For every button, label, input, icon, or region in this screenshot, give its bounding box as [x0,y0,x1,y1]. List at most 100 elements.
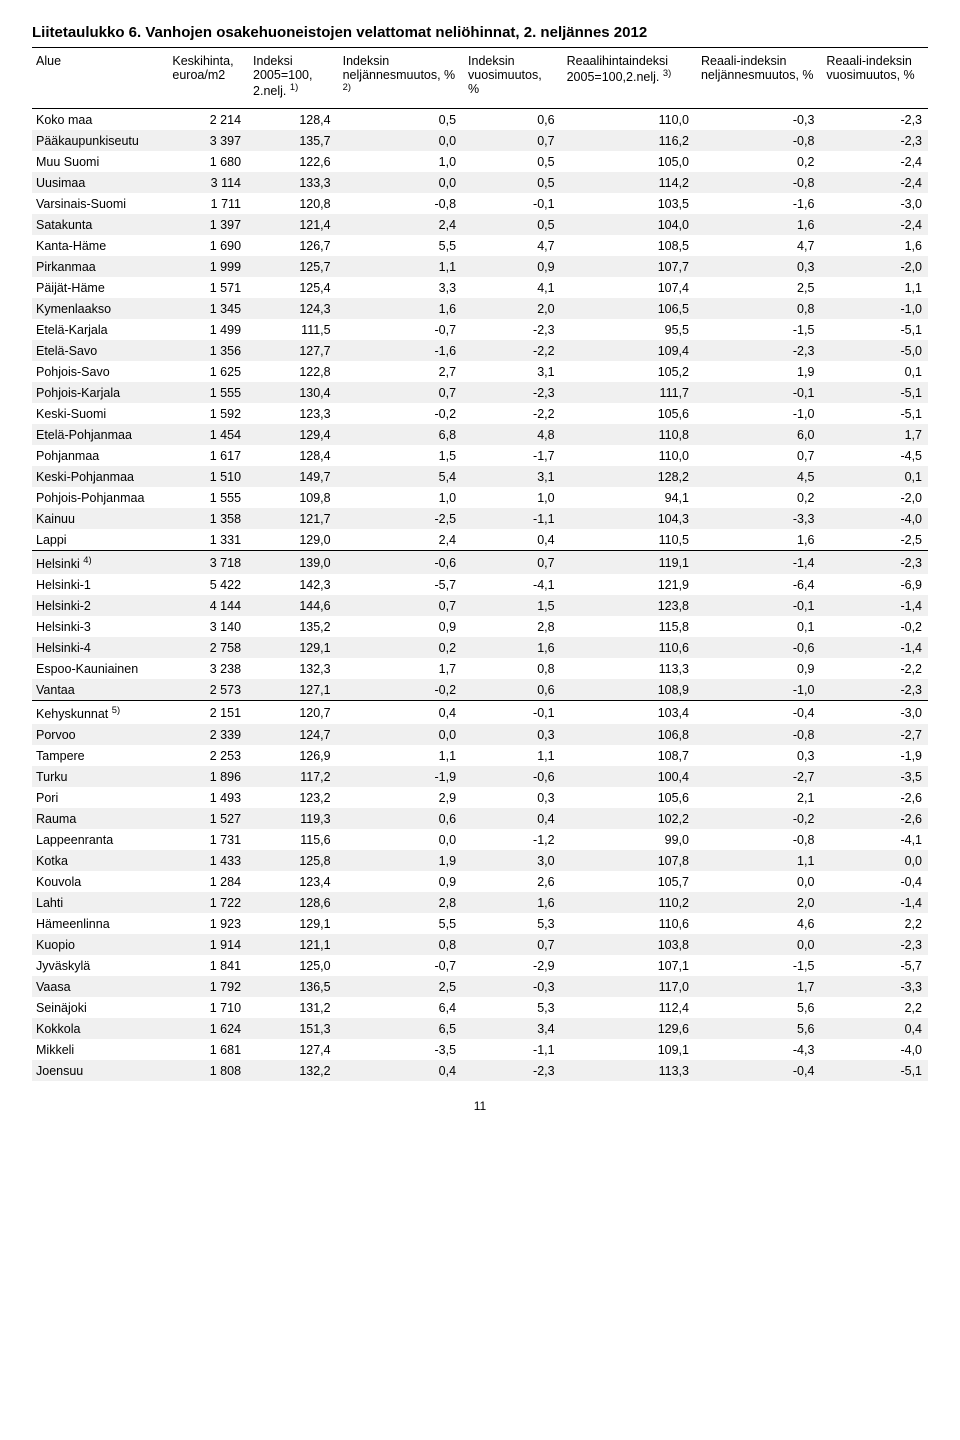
table-row: Kotka1 433125,81,93,0107,81,10,0 [32,850,928,871]
value-cell: -3,0 [820,193,928,214]
value-cell: 1,9 [337,850,462,871]
value-cell: 1 923 [166,913,247,934]
table-row: Muu Suomi1 680122,61,00,5105,00,2-2,4 [32,151,928,172]
value-cell: 123,2 [247,787,337,808]
value-cell: -2,0 [820,256,928,277]
value-cell: 1,1 [337,256,462,277]
value-cell: -3,3 [820,976,928,997]
value-cell: 0,3 [462,787,561,808]
value-cell: 124,7 [247,724,337,745]
value-cell: 1 433 [166,850,247,871]
area-cell: Helsinki-1 [32,574,166,595]
value-cell: 129,6 [561,1018,695,1039]
value-cell: 106,8 [561,724,695,745]
value-cell: 103,8 [561,934,695,955]
value-cell: 1 731 [166,829,247,850]
value-cell: -2,3 [462,382,561,403]
value-cell: 1 592 [166,403,247,424]
value-cell: -2,4 [820,214,928,235]
value-cell: 0,4 [337,701,462,725]
value-cell: 1,1 [462,745,561,766]
value-cell: 107,4 [561,277,695,298]
value-cell: -0,2 [820,616,928,637]
value-cell: 121,1 [247,934,337,955]
value-cell: 0,5 [337,109,462,131]
value-cell: -1,0 [820,298,928,319]
value-cell: -1,9 [820,745,928,766]
value-cell: 104,3 [561,508,695,529]
value-cell: -0,1 [695,382,820,403]
table-row: Lappeenranta1 731115,60,0-1,299,0-0,8-4,… [32,829,928,850]
value-cell: 135,2 [247,616,337,637]
table-row: Jyväskylä1 841125,0-0,7-2,9107,1-1,5-5,7 [32,955,928,976]
value-cell: 100,4 [561,766,695,787]
area-cell: Joensuu [32,1060,166,1081]
value-cell: -3,5 [337,1039,462,1060]
area-cell: Rauma [32,808,166,829]
value-cell: -2,3 [820,934,928,955]
table-row: Pohjois-Pohjanmaa1 555109,81,01,094,10,2… [32,487,928,508]
area-cell: Hämeenlinna [32,913,166,934]
value-cell: -0,2 [337,679,462,701]
value-cell: -2,3 [820,109,928,131]
value-cell: 1 555 [166,487,247,508]
value-cell: 1 493 [166,787,247,808]
value-cell: -0,6 [337,551,462,575]
value-cell: 1 345 [166,298,247,319]
value-cell: 132,2 [247,1060,337,1081]
value-cell: -5,0 [820,340,928,361]
value-cell: 5,3 [462,913,561,934]
value-cell: 4,1 [462,277,561,298]
value-cell: -5,1 [820,403,928,424]
value-cell: 1 680 [166,151,247,172]
value-cell: 1 624 [166,1018,247,1039]
value-cell: 132,3 [247,658,337,679]
value-cell: 115,8 [561,616,695,637]
value-cell: 0,3 [462,724,561,745]
value-cell: 2 758 [166,637,247,658]
value-cell: 113,3 [561,658,695,679]
value-cell: 1,9 [695,361,820,382]
area-cell: Vaasa [32,976,166,997]
value-cell: 3 114 [166,172,247,193]
value-cell: 4 144 [166,595,247,616]
value-cell: 130,4 [247,382,337,403]
value-cell: 128,4 [247,445,337,466]
area-cell: Pääkaupunkiseutu [32,130,166,151]
column-header: Reaali-indeksin neljännesmuutos, % [695,48,820,109]
value-cell: 0,3 [695,256,820,277]
table-row: Pori1 493123,22,90,3105,62,1-2,6 [32,787,928,808]
value-cell: 1 681 [166,1039,247,1060]
value-cell: -0,8 [337,193,462,214]
value-cell: 0,2 [337,637,462,658]
value-cell: -0,4 [695,701,820,725]
value-cell: 1 356 [166,340,247,361]
value-cell: 2,8 [337,892,462,913]
column-header: Keskihinta, euroa/m2 [166,48,247,109]
value-cell: 0,9 [462,256,561,277]
value-cell: 123,8 [561,595,695,616]
value-cell: 1,7 [695,976,820,997]
value-cell: -2,3 [820,551,928,575]
value-cell: -1,2 [462,829,561,850]
value-cell: 1 625 [166,361,247,382]
value-cell: 2,1 [695,787,820,808]
area-cell: Kuopio [32,934,166,955]
area-cell: Turku [32,766,166,787]
value-cell: 136,5 [247,976,337,997]
value-cell: -0,4 [820,871,928,892]
value-cell: 2,8 [462,616,561,637]
value-cell: -6,4 [695,574,820,595]
value-cell: 3 397 [166,130,247,151]
area-cell: Kainuu [32,508,166,529]
table-row: Uusimaa3 114133,30,00,5114,2-0,8-2,4 [32,172,928,193]
value-cell: 2,2 [820,997,928,1018]
value-cell: 106,5 [561,298,695,319]
value-cell: 0,9 [337,871,462,892]
value-cell: 1 999 [166,256,247,277]
value-cell: 1 710 [166,997,247,1018]
data-table: AlueKeskihinta, euroa/m2Indeksi 2005=100… [32,47,928,1081]
table-row: Lappi1 331129,02,40,4110,51,6-2,5 [32,529,928,551]
value-cell: -0,7 [337,955,462,976]
table-row: Porvoo2 339124,70,00,3106,8-0,8-2,7 [32,724,928,745]
